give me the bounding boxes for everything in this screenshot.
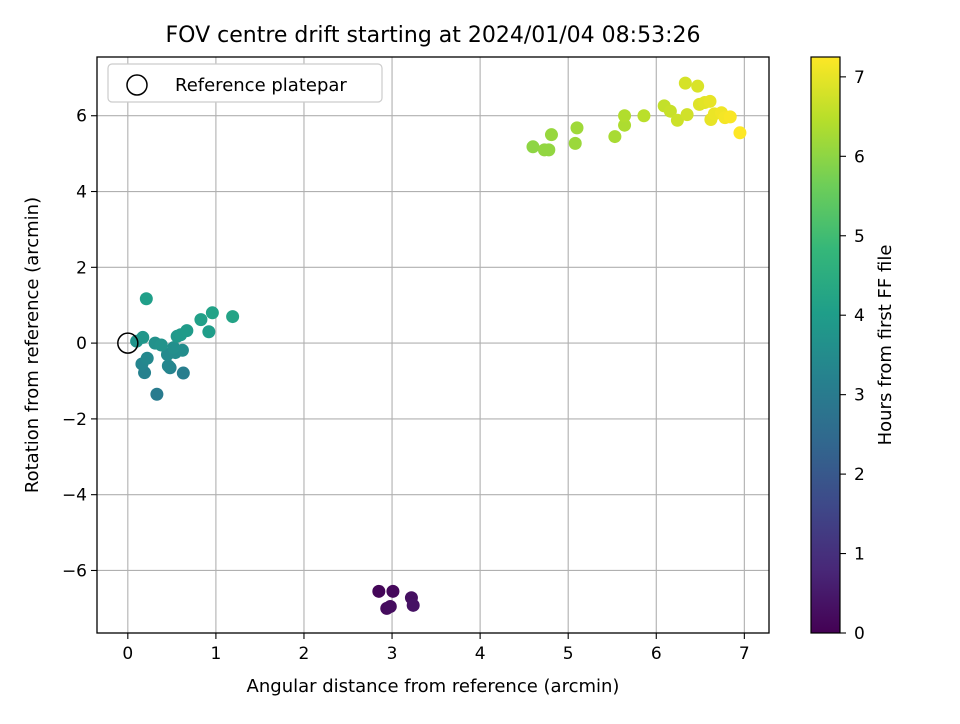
y-tick-label: 6 [76, 107, 87, 127]
reference-platepar-marker [117, 332, 139, 354]
data-point [406, 598, 420, 612]
data-point [526, 140, 540, 154]
data-point [608, 130, 622, 144]
data-point [542, 143, 556, 157]
colorbar-gradient [811, 57, 840, 633]
colorbar-tick-label: 4 [854, 306, 865, 326]
colorbar-tick-label: 2 [854, 465, 865, 485]
data-point [176, 366, 190, 380]
y-axis-ticks: −6 −4 −2 0 2 4 6 [62, 107, 97, 581]
x-tick-label: 5 [563, 644, 574, 664]
data-point [723, 110, 737, 124]
data-point [202, 325, 216, 339]
data-point [150, 387, 164, 401]
data-point [136, 330, 150, 344]
data-point [678, 76, 692, 90]
legend-box [107, 63, 383, 103]
data-point [570, 121, 584, 135]
x-tick-label: 3 [387, 644, 398, 664]
x-axis-ticks: 0 1 2 3 4 5 6 7 [122, 633, 750, 664]
colorbar: 0 1 2 3 4 5 6 7 Hours from first FF file [810, 56, 896, 644]
data-point [372, 584, 386, 598]
data-point [139, 292, 153, 306]
data-point [544, 128, 558, 142]
plot-area-frame [96, 56, 770, 634]
colorbar-tick-label: 0 [854, 624, 865, 644]
data-point [167, 341, 181, 355]
chart-title: FOV centre drift starting at 2024/01/04 … [166, 23, 701, 48]
data-point [691, 79, 705, 93]
data-point [618, 118, 632, 132]
data-point [383, 599, 397, 613]
x-tick-label: 0 [122, 644, 133, 664]
legend: Reference platepar [107, 63, 383, 103]
data-point [140, 351, 154, 365]
colorbar-tick-label: 7 [854, 68, 865, 88]
colorbar-tick-label: 6 [854, 147, 865, 167]
x-tick-label: 4 [475, 644, 486, 664]
legend-marker-reference [126, 74, 148, 96]
colorbar-tick-label: 3 [854, 386, 865, 406]
data-point [154, 338, 168, 352]
legend-label-reference: Reference platepar [175, 75, 347, 96]
x-axis-label: Angular distance from reference (arcmin) [247, 676, 620, 697]
colorbar-tick-label: 5 [854, 227, 865, 247]
data-point [618, 109, 632, 123]
data-point [663, 104, 677, 118]
data-point [680, 108, 694, 122]
colorbar-ticks: 0 1 2 3 4 5 6 7 [840, 68, 865, 644]
x-tick-label: 7 [739, 644, 750, 664]
data-point [205, 306, 219, 320]
data-point [637, 109, 651, 123]
data-point [226, 310, 240, 324]
x-tick-label: 1 [210, 644, 221, 664]
x-tick-label: 2 [299, 644, 310, 664]
colorbar-frame [810, 56, 841, 634]
data-point [180, 324, 194, 338]
data-point [194, 313, 208, 327]
y-tick-label: −2 [62, 410, 87, 430]
x-tick-label: 6 [651, 644, 662, 664]
colorbar-tick-label: 1 [854, 545, 865, 565]
data-point [703, 94, 717, 108]
data-point [161, 359, 175, 373]
data-point [386, 584, 400, 598]
grid [97, 57, 769, 633]
y-tick-label: 0 [76, 334, 87, 354]
data-point [568, 136, 582, 150]
y-tick-label: −4 [62, 486, 87, 506]
y-tick-label: 4 [76, 183, 87, 203]
colorbar-label: Hours from first FF file [875, 245, 896, 446]
data-point [670, 113, 684, 127]
y-tick-label: 2 [76, 258, 87, 278]
y-axis-label: Rotation from reference (arcmin) [22, 197, 43, 493]
data-points [117, 76, 747, 615]
data-point [733, 126, 747, 140]
y-tick-label: −6 [62, 561, 87, 581]
